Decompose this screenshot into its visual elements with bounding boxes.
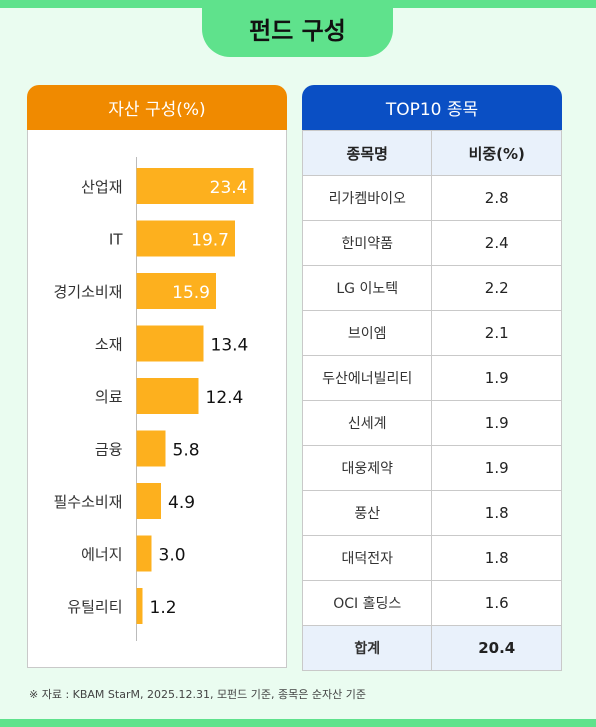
value-label: 23.4	[210, 178, 248, 198]
bar-1	[136, 220, 235, 257]
table-row: LG 이노텍 2.2	[301, 265, 562, 311]
stock-weight: 2.4	[431, 220, 562, 266]
category-label: 유틸리티	[67, 598, 122, 616]
stock-weight: 1.9	[431, 355, 562, 401]
stock-weight: 2.2	[431, 265, 562, 311]
bar-7	[136, 535, 152, 572]
stock-name: 두산에너빌리티	[301, 355, 433, 401]
stock-weight: 1.8	[431, 535, 562, 581]
category-label: 소재	[95, 336, 123, 354]
stock-name: 리가켐바이오	[301, 175, 433, 221]
category-label: 필수소비재	[53, 493, 122, 511]
stock-weight: 1.6	[431, 580, 562, 626]
stock-weight: 2.1	[431, 310, 562, 356]
top10-table: 종목명 비중(%) 리가켐바이오 2.8 한미약품 2.4 LG 이노텍 2.2 브이엠 2.…	[301, 130, 562, 671]
col-header-name: 종목명	[301, 130, 433, 176]
table-row: 브이엠 2.1	[301, 310, 562, 356]
stock-name: 대웅제약	[301, 445, 433, 491]
stock-name: 대덕전자	[301, 535, 433, 581]
bar-0	[136, 168, 254, 204]
value-label: 5.8	[173, 441, 200, 461]
table-row: 리가켐바이오 2.8	[301, 175, 562, 221]
total-value: 20.4	[431, 625, 562, 671]
bar-3	[136, 325, 204, 362]
top10-card-header: TOP10 종목	[302, 85, 562, 130]
value-label: 19.7	[191, 231, 229, 251]
value-label: 4.9	[168, 493, 195, 513]
category-label: IT	[109, 231, 123, 249]
value-label: 3.0	[159, 546, 186, 566]
bar-8	[136, 588, 143, 624]
stock-name: 한미약품	[301, 220, 433, 266]
table-row: 대웅제약 1.9	[301, 445, 562, 491]
table-row: 두산에너빌리티 1.9	[301, 355, 562, 401]
bottom-accent-band	[0, 719, 596, 727]
stock-weight: 2.8	[431, 175, 562, 221]
bar-6	[136, 483, 161, 519]
table-row: 대덕전자 1.8	[301, 535, 562, 581]
bar-5	[136, 430, 166, 467]
stock-name: LG 이노텍	[301, 265, 433, 311]
stock-name: OCI 홀딩스	[301, 580, 433, 626]
table-row: OCI 홀딩스 1.6	[301, 580, 562, 626]
stock-name: 풍산	[301, 490, 433, 536]
category-label: 산업재	[81, 178, 122, 196]
category-label: 에너지	[81, 546, 122, 564]
source-footnote: ※ 자료 : KBAM StarM, 2025.12.31, 모펀드 기준, 종…	[29, 688, 366, 701]
category-label: 금융	[95, 441, 123, 459]
asset-bar-chart: 산업재 23.4 IT 19.7 경기소비재 15.9 소재 13.4 의료 12.4 금융 5.8 필…	[53, 168, 254, 624]
bar-2	[136, 273, 216, 309]
value-label: 13.4	[211, 336, 249, 356]
stock-weight: 1.9	[431, 400, 562, 446]
col-header-weight: 비중(%)	[431, 130, 562, 176]
category-label: 의료	[95, 388, 123, 406]
stock-name: 신세계	[301, 400, 433, 446]
table-header-row: 종목명 비중(%)	[301, 130, 562, 176]
stock-weight: 1.8	[431, 490, 562, 536]
value-label: 12.4	[206, 388, 244, 408]
value-label: 15.9	[172, 283, 210, 303]
asset-card-header: 자산 구성(%)	[27, 85, 287, 130]
table-row: 한미약품 2.4	[301, 220, 562, 266]
table-row: 풍산 1.8	[301, 490, 562, 536]
table-row: 신세계 1.9	[301, 400, 562, 446]
total-label: 합계	[301, 625, 433, 671]
stock-weight: 1.9	[431, 445, 562, 491]
category-label: 경기소비재	[53, 283, 122, 301]
stock-name: 브이엠	[301, 310, 433, 356]
page-title: 펀드 구성	[202, 0, 393, 57]
bar-4	[136, 378, 199, 414]
total-row: 합계 20.4	[301, 625, 562, 671]
value-label: 1.2	[150, 598, 177, 618]
